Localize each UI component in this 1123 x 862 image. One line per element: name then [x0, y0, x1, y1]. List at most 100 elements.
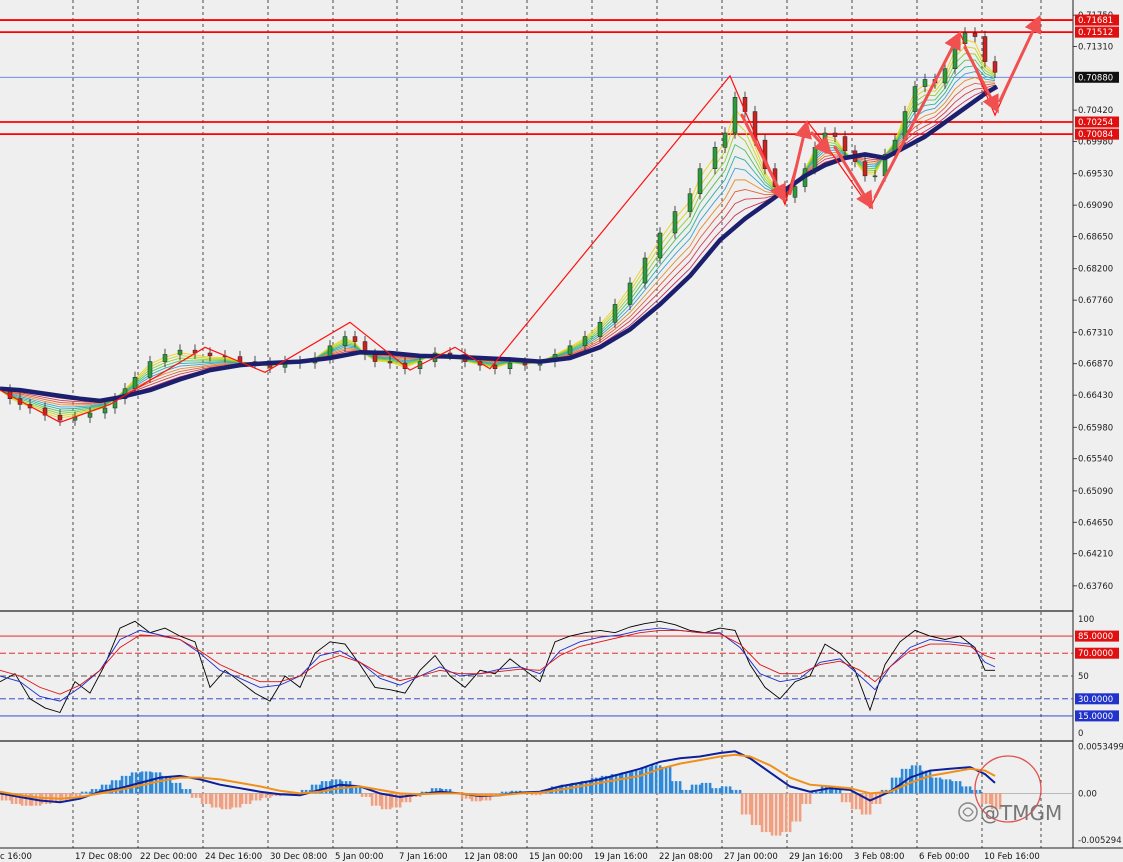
candle-body	[697, 168, 703, 194]
macd-histogram-bar	[934, 777, 938, 794]
macd-histogram-bar	[714, 788, 718, 794]
candle-body	[387, 361, 393, 364]
macd-histogram-bar	[908, 768, 912, 794]
macd-histogram-bar	[368, 793, 372, 797]
macd-histogram-bar	[974, 789, 978, 794]
macd-histogram-bar	[924, 770, 928, 794]
macd-histogram-bar	[508, 791, 512, 794]
price-tick-label: 0.69530	[1078, 170, 1113, 180]
macd-histogram-bar	[940, 779, 944, 794]
macd-tick-label: 0.0053499	[1078, 742, 1123, 752]
macd-histogram-bar	[20, 793, 24, 806]
macd-histogram-bar	[258, 793, 262, 801]
macd-histogram-bar	[938, 777, 942, 794]
stochastic-series-line	[0, 629, 996, 695]
date-label: 24 Dec 16:00	[205, 852, 262, 862]
macd-histogram-bar	[684, 789, 688, 794]
date-label: 15 Jan 00:00	[529, 852, 583, 862]
macd-histogram-bar	[260, 793, 264, 798]
price-tick-label: 0.64650	[1078, 518, 1113, 528]
macd-histogram-bar	[894, 777, 898, 794]
macd-histogram-bar	[960, 786, 964, 794]
macd-histogram-bar	[530, 793, 534, 796]
stochastic-level-tag-label: 70.0000	[1078, 649, 1113, 659]
macd-histogram-bar	[204, 793, 208, 804]
level-tag	[1075, 26, 1119, 38]
candle-body	[597, 322, 603, 337]
date-label: 30 Dec 08:00	[270, 852, 327, 862]
price-tick-label: 0.65540	[1078, 455, 1113, 465]
date-label: 17 Dec 08:00	[75, 852, 132, 862]
macd-panel	[0, 750, 1073, 836]
macd-histogram-bar	[678, 781, 682, 794]
macd-histogram-bar	[80, 791, 84, 794]
macd-histogram-bar	[434, 788, 438, 794]
candle-body	[612, 304, 618, 323]
macd-histogram-bar	[174, 782, 178, 794]
macd-histogram-bar	[910, 765, 914, 794]
macd-histogram-bar	[660, 767, 664, 794]
macd-histogram-bar	[594, 777, 598, 794]
macd-histogram-bar	[358, 786, 362, 794]
macd-histogram-bar	[990, 793, 994, 810]
macd-histogram-bar	[114, 780, 118, 794]
watermark: @TMGM	[958, 755, 1062, 825]
macd-histogram-bar	[200, 793, 204, 804]
macd-histogram-bar	[914, 765, 918, 794]
date-axis: c 16:00 17 Dec 08:00 22 Dec 00:00 24 Dec 16…	[0, 852, 1040, 862]
macd-histogram-bar	[980, 793, 984, 804]
stochastic-level-tag	[1075, 630, 1119, 642]
macd-histogram-bar	[550, 786, 554, 794]
macd-histogram-bar	[688, 789, 692, 794]
candle-body	[507, 362, 513, 369]
candle-body	[42, 407, 48, 416]
macd-histogram-bar	[758, 793, 762, 826]
macd-histogram-bar	[710, 788, 714, 794]
macd-histogram-bar	[780, 793, 784, 833]
price-tick-label: 0.65090	[1078, 487, 1113, 497]
macd-histogram-bar	[784, 793, 788, 833]
macd-histogram-bar	[484, 793, 488, 801]
macd-histogram-bar	[188, 789, 192, 794]
macd-histogram-bar	[890, 777, 894, 794]
macd-histogram-bar	[754, 793, 758, 826]
price-tick-label: 0.66430	[1078, 391, 1113, 401]
macd-histogram-bar	[468, 793, 472, 799]
macd-histogram-bar	[920, 770, 924, 794]
macd-histogram-bar	[234, 793, 238, 808]
macd-histogram-bar	[648, 767, 652, 794]
macd-histogram-bar	[848, 793, 852, 803]
macd-histogram-bar	[830, 788, 834, 794]
candle-body	[687, 193, 693, 212]
macd-histogram-bar	[210, 793, 214, 808]
macd-histogram-bar	[958, 781, 962, 794]
candle-body	[57, 414, 63, 421]
macd-histogram-bar	[120, 775, 124, 794]
macd-histogram-bar	[310, 784, 314, 794]
macd-histogram-bar	[180, 789, 184, 794]
macd-histogram-bar	[964, 786, 968, 794]
macd-histogram-bar	[630, 770, 634, 794]
macd-histogram-bar	[998, 793, 1002, 810]
macd-histogram-bar	[338, 779, 342, 794]
macd-histogram-bar	[610, 774, 614, 794]
macd-histogram-bar	[584, 781, 588, 794]
macd-histogram-bar	[360, 793, 364, 797]
macd-histogram-bar	[810, 791, 814, 794]
macd-histogram-bar	[854, 793, 858, 810]
candle-body	[177, 349, 183, 355]
macd-histogram-bar	[698, 784, 702, 794]
trend-arrow	[788, 120, 813, 196]
macd-histogram-bar	[800, 793, 804, 804]
macd-histogram-bar	[268, 793, 272, 798]
candle-body	[912, 86, 918, 112]
macd-histogram-bar	[378, 793, 382, 806]
stochastic-tick-label: 100	[1078, 615, 1094, 625]
macd-histogram-bar	[510, 790, 514, 794]
candle-body	[732, 97, 738, 134]
macd-histogram-bar	[664, 767, 668, 794]
tmgm-logo-icon	[958, 802, 978, 822]
macd-histogram-bar	[658, 765, 662, 794]
candle-body	[627, 282, 633, 305]
